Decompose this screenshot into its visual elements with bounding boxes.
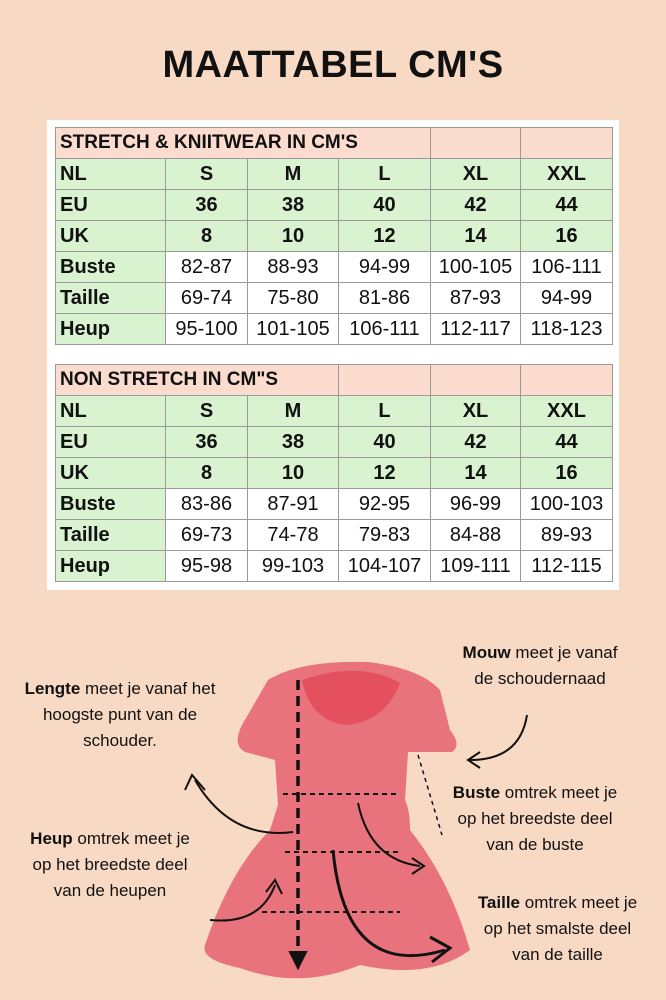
row-label: Taille bbox=[55, 282, 166, 314]
table-cell: S bbox=[165, 158, 248, 190]
non-stretch-size-table: NON STRETCH IN CM"S NL S M L XL XXL EU 36 38 40 42 4… bbox=[55, 364, 613, 582]
table-row: Buste 83-86 87-91 92-95 96-99 100-103 bbox=[55, 488, 613, 520]
table-cell: XL bbox=[430, 158, 521, 190]
table-cell: 16 bbox=[520, 220, 613, 252]
table-cell: 109-111 bbox=[430, 550, 521, 582]
row-label: EU bbox=[55, 426, 166, 458]
table-cell: 88-93 bbox=[247, 251, 339, 283]
table-cell: 112-115 bbox=[520, 550, 613, 582]
row-label: Taille bbox=[55, 519, 166, 551]
table-cell: M bbox=[247, 158, 339, 190]
table-cell: 106-111 bbox=[338, 313, 431, 345]
stretch-size-table: STRETCH & KNIITWEAR IN CM'S NL S M L XL XXL EU 3… bbox=[55, 127, 613, 345]
table-cell: 10 bbox=[247, 457, 339, 489]
table-cell: 79-83 bbox=[338, 519, 431, 551]
row-label: UK bbox=[55, 457, 166, 489]
mouw-note: Mouw meet je vanaf de schoudernaad bbox=[462, 643, 618, 688]
empty-cell bbox=[520, 364, 613, 396]
table-cell: 89-93 bbox=[520, 519, 613, 551]
heup-note: Heup omtrek meet je op het breedste deel v… bbox=[30, 829, 190, 900]
neckline bbox=[302, 670, 400, 725]
table-cell: XXL bbox=[520, 158, 613, 190]
row-label: Heup bbox=[55, 550, 166, 582]
table-cell: 38 bbox=[247, 189, 339, 221]
table-heading: NON STRETCH IN CM"S bbox=[55, 364, 339, 396]
table-cell: 95-100 bbox=[165, 313, 248, 345]
table-cell: 8 bbox=[165, 220, 248, 252]
table-cell: 10 bbox=[247, 220, 339, 252]
table-row: UK 8 10 12 14 16 bbox=[55, 220, 613, 252]
table-row: Heup 95-100 101-105 106-111 112-117 118-123 bbox=[55, 313, 613, 345]
table-row: NL S M L XL XXL bbox=[55, 395, 613, 427]
row-label: UK bbox=[55, 220, 166, 252]
row-label: NL bbox=[55, 395, 166, 427]
row-label: Buste bbox=[55, 488, 166, 520]
table-cell: 104-107 bbox=[338, 550, 431, 582]
table-row: UK 8 10 12 14 16 bbox=[55, 457, 613, 489]
table-row: Buste 82-87 88-93 94-99 100-105 106-111 bbox=[55, 251, 613, 283]
table-cell: 101-105 bbox=[247, 313, 339, 345]
table-cell: M bbox=[247, 395, 339, 427]
table-cell: 69-74 bbox=[165, 282, 248, 314]
table-cell: 75-80 bbox=[247, 282, 339, 314]
table-cell: 69-73 bbox=[165, 519, 248, 551]
dress-shape bbox=[204, 661, 470, 979]
sleeve-line bbox=[417, 754, 443, 836]
empty-cell bbox=[338, 364, 431, 396]
table-cell: 44 bbox=[520, 426, 613, 458]
table-cell: 12 bbox=[338, 457, 431, 489]
table-row: NL S M L XL XXL bbox=[55, 158, 613, 190]
table-cell: 14 bbox=[430, 457, 521, 489]
table-cell: 16 bbox=[520, 457, 613, 489]
table-row: EU 36 38 40 42 44 bbox=[55, 189, 613, 221]
empty-cell bbox=[430, 127, 521, 159]
taille-note: Taille omtrek meet je op het smalste deel… bbox=[477, 893, 638, 964]
table-row: Heup 95-98 99-103 104-107 109-111 112-115 bbox=[55, 550, 613, 582]
table-cell: 82-87 bbox=[165, 251, 248, 283]
table-row: Taille 69-73 74-78 79-83 84-88 89-93 bbox=[55, 519, 613, 551]
table-cell: 99-103 bbox=[247, 550, 339, 582]
table-row: EU 36 38 40 42 44 bbox=[55, 426, 613, 458]
table-cell: 100-105 bbox=[430, 251, 521, 283]
table-cell: 118-123 bbox=[520, 313, 613, 345]
table-heading-row: NON STRETCH IN CM"S bbox=[55, 364, 613, 396]
table-cell: 92-95 bbox=[338, 488, 431, 520]
table-cell: 87-93 bbox=[430, 282, 521, 314]
table-cell: 106-111 bbox=[520, 251, 613, 283]
table-heading: STRETCH & KNIITWEAR IN CM'S bbox=[55, 127, 431, 159]
lengte-note: Lengte meet je vanaf het hoogste punt van… bbox=[24, 679, 216, 750]
table-cell: 36 bbox=[165, 189, 248, 221]
table-cell: 112-117 bbox=[430, 313, 521, 345]
table-cell: XXL bbox=[520, 395, 613, 427]
table-cell: 94-99 bbox=[520, 282, 613, 314]
table-cell: 100-103 bbox=[520, 488, 613, 520]
table-cell: 96-99 bbox=[430, 488, 521, 520]
row-label: Buste bbox=[55, 251, 166, 283]
page-title: MAATTABEL CM'S bbox=[162, 44, 504, 86]
table-cell: 83-86 bbox=[165, 488, 248, 520]
table-cell: S bbox=[165, 395, 248, 427]
table-cell: 14 bbox=[430, 220, 521, 252]
table-cell: 42 bbox=[430, 426, 521, 458]
table-cell: XL bbox=[430, 395, 521, 427]
table-heading-row: STRETCH & KNIITWEAR IN CM'S bbox=[55, 127, 613, 159]
table-cell: 95-98 bbox=[165, 550, 248, 582]
empty-cell bbox=[430, 364, 521, 396]
table-cell: 74-78 bbox=[247, 519, 339, 551]
row-label: Heup bbox=[55, 313, 166, 345]
buste-note: Buste omtrek meet je op het breedste deel… bbox=[452, 783, 618, 854]
table-cell: 12 bbox=[338, 220, 431, 252]
table-cell: 8 bbox=[165, 457, 248, 489]
table-cell: L bbox=[338, 395, 431, 427]
table-cell: 40 bbox=[338, 189, 431, 221]
table-cell: 94-99 bbox=[338, 251, 431, 283]
